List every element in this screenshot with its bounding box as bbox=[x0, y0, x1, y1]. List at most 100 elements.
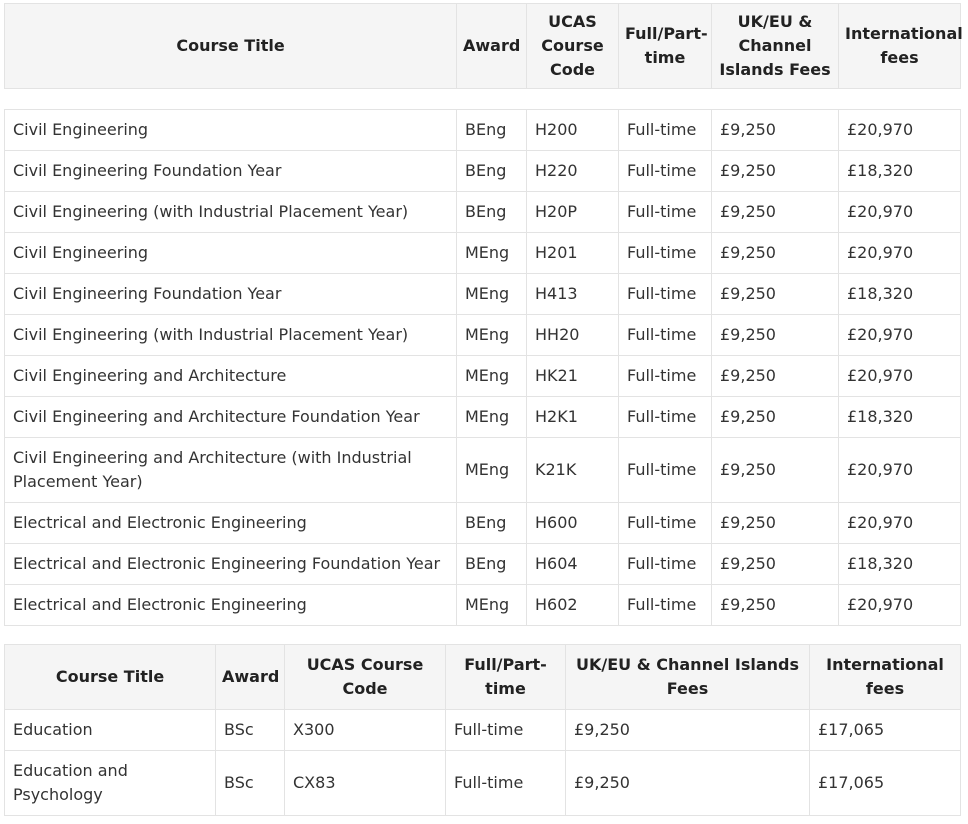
uk-fees-cell: £9,250 bbox=[565, 750, 810, 816]
uk-fees-cell: £9,250 bbox=[565, 709, 810, 751]
intl-fees-cell: £20,970 bbox=[838, 109, 961, 151]
course-title-cell: Civil Engineering and Architecture bbox=[4, 355, 457, 397]
ucas-code-cell: H201 bbox=[526, 232, 619, 274]
engineering-rows: Civil Engineering BEng H200 Full-time £9,250… bbox=[4, 109, 961, 626]
uk-fees-cell: £9,250 bbox=[711, 543, 839, 585]
intl-fees-cell: £17,065 bbox=[809, 709, 961, 751]
uk-fees-cell: £9,250 bbox=[711, 355, 839, 397]
mode-cell: Full-time bbox=[445, 750, 566, 816]
header-mode: Full/Part-time bbox=[445, 644, 566, 710]
intl-fees-cell: £20,970 bbox=[838, 232, 961, 274]
table-row: Electrical and Electronic Engineering BEn… bbox=[4, 502, 961, 544]
education-rows: Education BSc X300 Full-time £9,250 £17,065 Ed… bbox=[4, 709, 961, 816]
table-row: Civil Engineering MEng H201 Full-time £9,250… bbox=[4, 232, 961, 274]
intl-fees-cell: £18,320 bbox=[838, 273, 961, 315]
table-row: Education and Psychology BSc CX83 Full-time… bbox=[4, 750, 961, 816]
education-courses-table: Course Title Award UCAS Course Code Full… bbox=[4, 644, 961, 816]
table-row: Civil Engineering Foundation Year MEng H41… bbox=[4, 273, 961, 315]
uk-fees-cell: £9,250 bbox=[711, 232, 839, 274]
course-title-cell: Electrical and Electronic Engineering bbox=[4, 502, 457, 544]
course-title-cell: Civil Engineering and Architecture (with… bbox=[4, 437, 457, 503]
course-title-cell: Civil Engineering bbox=[4, 109, 457, 151]
header-intl-fees: International fees bbox=[809, 644, 961, 710]
header-ucas-code: UCAS Course Code bbox=[284, 644, 446, 710]
course-title-cell: Civil Engineering and Architecture Found… bbox=[4, 396, 457, 438]
mode-cell: Full-time bbox=[618, 355, 712, 397]
ucas-code-cell: H220 bbox=[526, 150, 619, 192]
intl-fees-cell: £17,065 bbox=[809, 750, 961, 816]
header-uk-fees: UK/EU & Channel Islands Fees bbox=[711, 3, 839, 89]
intl-fees-cell: £20,970 bbox=[838, 355, 961, 397]
table-row: Education BSc X300 Full-time £9,250 £17,065 bbox=[4, 709, 961, 751]
mode-cell: Full-time bbox=[618, 543, 712, 585]
ucas-code-cell: H413 bbox=[526, 273, 619, 315]
course-title-cell: Civil Engineering (with Industrial Place… bbox=[4, 191, 457, 233]
mode-cell: Full-time bbox=[618, 502, 712, 544]
uk-fees-cell: £9,250 bbox=[711, 314, 839, 356]
header-award: Award bbox=[456, 3, 527, 89]
mode-cell: Full-time bbox=[618, 273, 712, 315]
course-title-cell: Civil Engineering bbox=[4, 232, 457, 274]
intl-fees-cell: £18,320 bbox=[838, 396, 961, 438]
ucas-code-cell: HK21 bbox=[526, 355, 619, 397]
award-cell: BEng bbox=[456, 150, 527, 192]
ucas-code-cell: HH20 bbox=[526, 314, 619, 356]
award-cell: MEng bbox=[456, 584, 527, 626]
table-row: Civil Engineering and Architecture MEng HK… bbox=[4, 355, 961, 397]
course-title-cell: Electrical and Electronic Engineering bbox=[4, 584, 457, 626]
header-row: Course Title Award UCAS Course Code Full… bbox=[4, 3, 963, 89]
mode-cell: Full-time bbox=[445, 709, 566, 751]
award-cell: MEng bbox=[456, 232, 527, 274]
ucas-code-cell: K21K bbox=[526, 437, 619, 503]
table-row: Civil Engineering BEng H200 Full-time £9,250… bbox=[4, 109, 961, 151]
intl-fees-cell: £20,970 bbox=[838, 191, 961, 233]
header-award: Award bbox=[215, 644, 285, 710]
uk-fees-cell: £9,250 bbox=[711, 109, 839, 151]
header-course-title: Course Title bbox=[4, 644, 216, 710]
award-cell: MEng bbox=[456, 314, 527, 356]
mode-cell: Full-time bbox=[618, 584, 712, 626]
engineering-header-table: Course Title Award UCAS Course Code Full… bbox=[4, 3, 963, 89]
uk-fees-cell: £9,250 bbox=[711, 191, 839, 233]
table-row: Civil Engineering (with Industrial Place… bbox=[4, 314, 961, 356]
table-row: Civil Engineering and Architecture (with… bbox=[4, 437, 961, 503]
ucas-code-cell: H604 bbox=[526, 543, 619, 585]
table-row: Electrical and Electronic Engineering MEn… bbox=[4, 584, 961, 626]
mode-cell: Full-time bbox=[618, 232, 712, 274]
header-intl-fees: International fees bbox=[838, 3, 963, 89]
intl-fees-cell: £20,970 bbox=[838, 584, 961, 626]
course-title-cell: Civil Engineering Foundation Year bbox=[4, 273, 457, 315]
ucas-code-cell: CX83 bbox=[284, 750, 446, 816]
award-cell: BEng bbox=[456, 543, 527, 585]
table-row: Civil Engineering (with Industrial Place… bbox=[4, 191, 961, 233]
header-course-title: Course Title bbox=[4, 3, 457, 89]
award-cell: BEng bbox=[456, 109, 527, 151]
award-cell: BEng bbox=[456, 191, 527, 233]
intl-fees-cell: £20,970 bbox=[838, 314, 961, 356]
mode-cell: Full-time bbox=[618, 191, 712, 233]
course-title-cell: Electrical and Electronic Engineering Fo… bbox=[4, 543, 457, 585]
mode-cell: Full-time bbox=[618, 314, 712, 356]
award-cell: MEng bbox=[456, 437, 527, 503]
engineering-courses-table: Civil Engineering BEng H200 Full-time £9,250… bbox=[4, 109, 961, 626]
award-cell: BSc bbox=[215, 750, 285, 816]
mode-cell: Full-time bbox=[618, 396, 712, 438]
course-title-cell: Education and Psychology bbox=[4, 750, 216, 816]
table-row: Civil Engineering and Architecture Found… bbox=[4, 396, 961, 438]
ucas-code-cell: H600 bbox=[526, 502, 619, 544]
uk-fees-cell: £9,250 bbox=[711, 273, 839, 315]
ucas-code-cell: H602 bbox=[526, 584, 619, 626]
course-title-cell: Civil Engineering (with Industrial Place… bbox=[4, 314, 457, 356]
ucas-code-cell: H200 bbox=[526, 109, 619, 151]
ucas-code-cell: H20P bbox=[526, 191, 619, 233]
header-uk-fees: UK/EU & Channel Islands Fees bbox=[565, 644, 810, 710]
table-row: Civil Engineering Foundation Year BEng H22… bbox=[4, 150, 961, 192]
ucas-code-cell: X300 bbox=[284, 709, 446, 751]
course-title-cell: Education bbox=[4, 709, 216, 751]
mode-cell: Full-time bbox=[618, 437, 712, 503]
award-cell: MEng bbox=[456, 396, 527, 438]
uk-fees-cell: £9,250 bbox=[711, 437, 839, 503]
award-cell: MEng bbox=[456, 355, 527, 397]
header-ucas-code: UCAS Course Code bbox=[526, 3, 619, 89]
uk-fees-cell: £9,250 bbox=[711, 150, 839, 192]
